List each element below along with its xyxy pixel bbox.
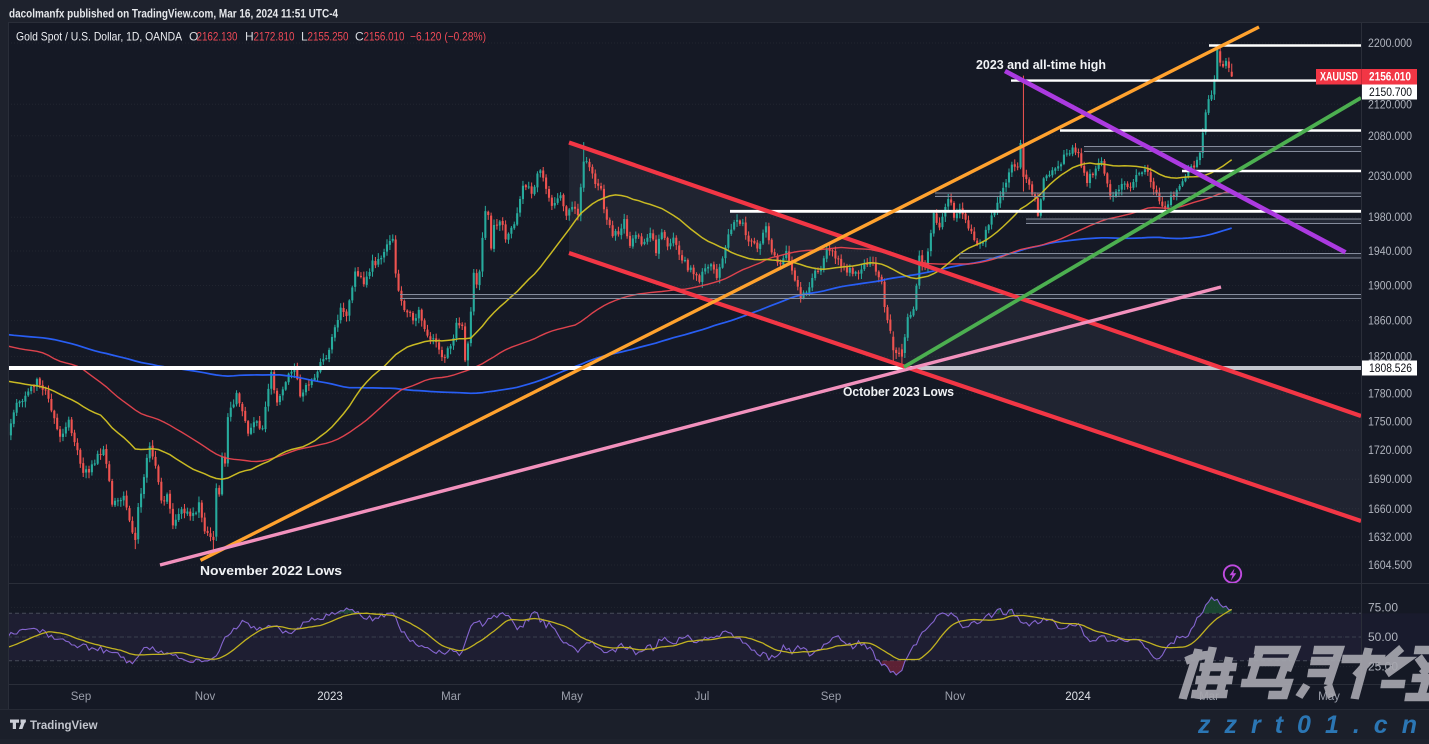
svg-text:2080.000: 2080.000 <box>1368 131 1412 143</box>
svg-text:2156.010: 2156.010 <box>1369 72 1411 84</box>
svg-text:H: H <box>245 30 254 44</box>
svg-text:1632.000: 1632.000 <box>1368 532 1412 544</box>
svg-text:1660.000: 1660.000 <box>1368 504 1412 516</box>
svg-text:1940.000: 1940.000 <box>1368 246 1412 258</box>
svg-text:TradingView: TradingView <box>30 720 98 732</box>
svg-text:2120.000: 2120.000 <box>1368 99 1412 111</box>
svg-text:May: May <box>561 691 583 703</box>
svg-text:−6.120 (−0.28%): −6.120 (−0.28%) <box>410 30 486 44</box>
svg-text:1900.000: 1900.000 <box>1368 281 1412 293</box>
svg-text:2155.250: 2155.250 <box>308 30 349 44</box>
svg-text:Jul: Jul <box>695 691 710 703</box>
svg-text:1980.000: 1980.000 <box>1368 212 1412 224</box>
svg-text:Sep: Sep <box>821 691 841 703</box>
svg-text:1780.000: 1780.000 <box>1368 388 1412 400</box>
svg-text:2023: 2023 <box>317 691 343 703</box>
svg-text:1860.000: 1860.000 <box>1368 316 1412 328</box>
svg-text:2030.000: 2030.000 <box>1368 171 1412 183</box>
svg-text:75.00: 75.00 <box>1368 602 1398 614</box>
svg-text:1720.000: 1720.000 <box>1368 445 1412 457</box>
svg-text:Gold Spot / U.S. Dollar, 1D, O: Gold Spot / U.S. Dollar, 1D, OANDA <box>16 30 182 44</box>
svg-text:Nov: Nov <box>945 691 966 703</box>
svg-text:50.00: 50.00 <box>1368 632 1398 644</box>
svg-text:Sep: Sep <box>71 691 91 703</box>
svg-text:dacolmanfx published on Tradin: dacolmanfx published on TradingView.com,… <box>9 7 338 21</box>
svg-text:zzrt01.cn: zzrt01.cn <box>1197 711 1429 739</box>
svg-text:1690.000: 1690.000 <box>1368 474 1412 486</box>
svg-text:1604.500: 1604.500 <box>1368 560 1412 572</box>
svg-text:October 2023 Lows: October 2023 Lows <box>843 384 954 399</box>
svg-text:2156.010: 2156.010 <box>364 30 405 44</box>
svg-text:1808.526: 1808.526 <box>1369 363 1412 375</box>
svg-text:Mar: Mar <box>441 691 461 703</box>
svg-text:2023 and all-time high: 2023 and all-time high <box>976 57 1106 72</box>
svg-text:1750.000: 1750.000 <box>1368 417 1412 429</box>
svg-text:2024: 2024 <box>1065 691 1091 703</box>
svg-text:Nov: Nov <box>195 691 216 703</box>
svg-text:2150.700: 2150.700 <box>1369 87 1412 99</box>
svg-text:November 2022 Lows: November 2022 Lows <box>200 563 342 578</box>
svg-text:2172.810: 2172.810 <box>254 30 295 44</box>
svg-text:2200.000: 2200.000 <box>1368 38 1412 50</box>
svg-text:XAUUSD: XAUUSD <box>1320 72 1358 84</box>
svg-text:2162.130: 2162.130 <box>197 30 238 44</box>
